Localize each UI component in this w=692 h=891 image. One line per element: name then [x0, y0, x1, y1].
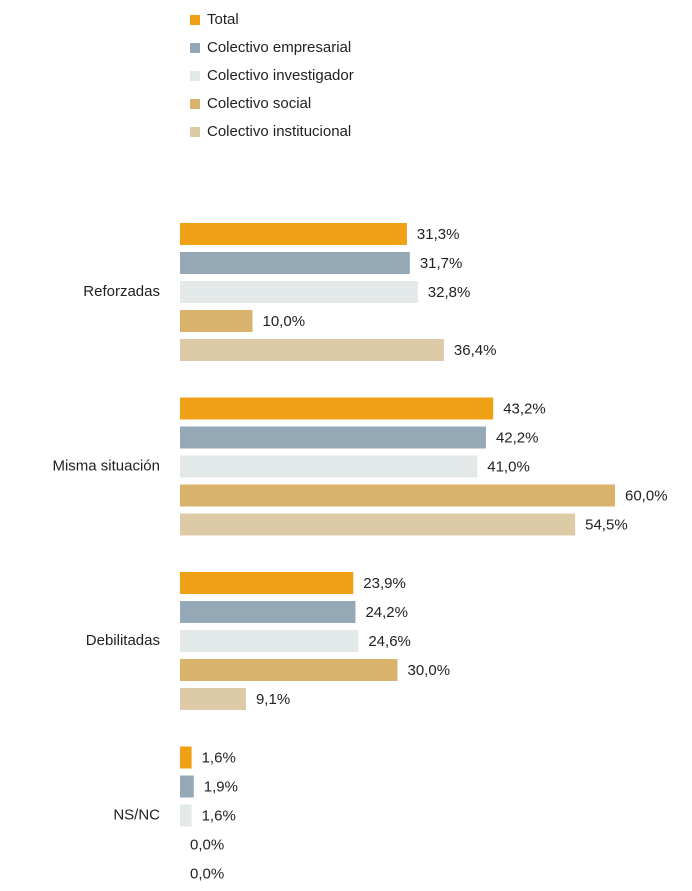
bar — [180, 397, 494, 420]
legend-swatch — [190, 71, 200, 81]
value-label: 30,0% — [408, 662, 451, 679]
category-label: Reforzadas — [83, 283, 160, 300]
value-label: 43,2% — [503, 400, 546, 417]
bar — [180, 223, 407, 245]
bar — [180, 455, 478, 478]
value-label: 60,0% — [625, 487, 668, 504]
value-label: 32,8% — [428, 284, 471, 301]
legend-label: Total — [207, 11, 239, 28]
bar — [180, 775, 194, 798]
legend-label: Colectivo social — [207, 95, 311, 112]
value-label: 41,0% — [487, 458, 530, 475]
legend-label: Colectivo investigador — [207, 67, 354, 84]
legend-swatch — [190, 99, 200, 109]
value-label: 0,0% — [190, 865, 224, 882]
legend-label: Colectivo institucional — [207, 123, 351, 140]
bar — [180, 572, 354, 594]
bar — [180, 688, 246, 710]
category-label: Debilitadas — [86, 632, 160, 649]
legend-swatch — [190, 127, 200, 137]
legend-swatch — [190, 15, 200, 25]
category-label: Misma situación — [52, 457, 160, 474]
category-label: NS/NC — [113, 806, 160, 823]
value-label: 0,0% — [190, 836, 224, 853]
bar — [180, 310, 253, 332]
value-label: 9,1% — [256, 691, 290, 708]
value-label: 1,6% — [202, 807, 236, 824]
value-label: 10,0% — [263, 313, 306, 330]
value-label: 31,7% — [420, 255, 463, 272]
bar — [180, 746, 192, 769]
bar — [180, 252, 410, 274]
value-label: 36,4% — [454, 342, 497, 359]
value-label: 24,2% — [365, 604, 408, 621]
value-label: 31,3% — [417, 226, 460, 243]
bar — [180, 513, 576, 536]
value-label: 24,6% — [368, 633, 411, 650]
legend-swatch — [190, 43, 200, 53]
bar — [180, 339, 444, 361]
bar — [180, 601, 356, 623]
bar — [180, 659, 398, 681]
bar — [180, 804, 192, 827]
bar — [180, 630, 359, 652]
bar — [180, 281, 418, 303]
value-label: 23,9% — [363, 575, 406, 592]
value-label: 1,6% — [202, 749, 236, 766]
value-label: 54,5% — [585, 516, 628, 533]
bar — [180, 484, 615, 507]
legend-label: Colectivo empresarial — [207, 39, 351, 56]
value-label: 1,9% — [204, 778, 238, 795]
bar — [180, 426, 486, 449]
value-label: 42,2% — [496, 429, 539, 446]
